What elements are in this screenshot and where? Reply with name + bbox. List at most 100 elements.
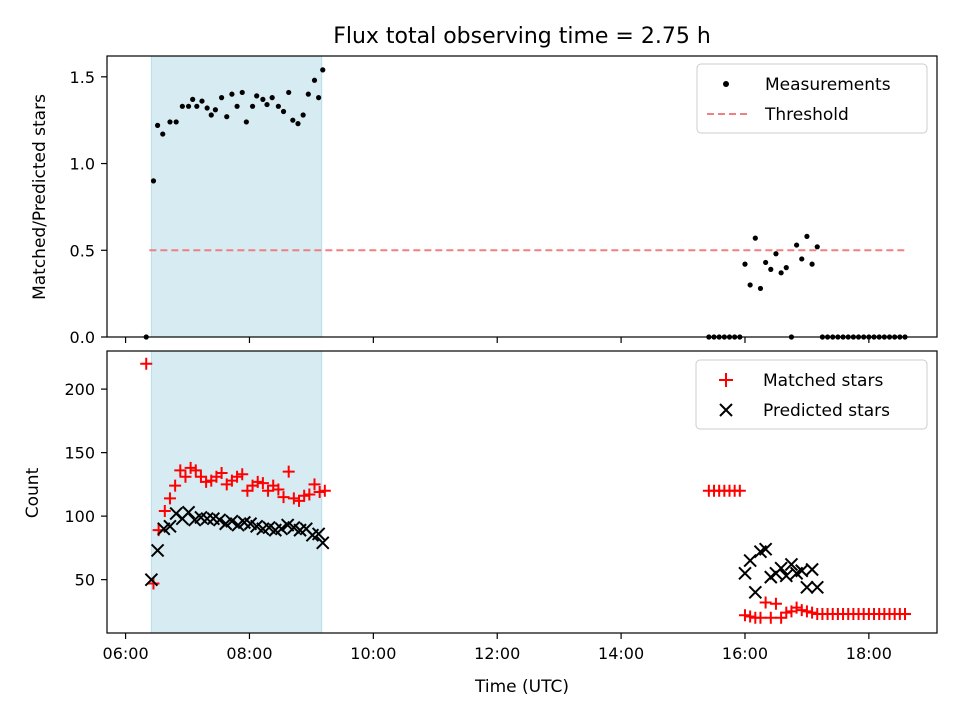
matched-star-point <box>738 609 751 622</box>
predicted-star-point <box>774 561 788 575</box>
measurement-point <box>295 121 301 127</box>
measurement-point <box>229 91 235 97</box>
matched-star-point <box>744 610 757 623</box>
x-tick-label: 18:00 <box>846 644 892 663</box>
matched-stars-legend-marker <box>719 373 733 387</box>
matched-star-point <box>303 488 316 501</box>
top-y-axis-label: Matched/Predicted stars <box>30 94 50 300</box>
measurement-point <box>234 103 240 109</box>
predicted-star-point <box>758 542 773 556</box>
measurement-point <box>320 67 326 73</box>
top-shade-region <box>150 55 323 338</box>
measurement-point <box>757 285 764 292</box>
measurement-point <box>778 270 784 276</box>
measurement-point <box>194 103 200 109</box>
bottom-legend-box <box>695 359 928 430</box>
predicted-star-point <box>805 562 819 577</box>
measurement-point <box>316 95 322 101</box>
matched-star-point <box>898 607 911 620</box>
predicted-star-point <box>212 513 227 527</box>
measurement-point <box>154 122 161 128</box>
matched-star-point <box>200 475 213 488</box>
measurement-point <box>254 93 260 99</box>
x-tick-label: 06:00 <box>103 644 149 663</box>
predicted-star-point <box>738 566 752 581</box>
matched-star-point <box>241 484 254 497</box>
bottom-y-axis-label: Count <box>23 467 43 518</box>
measurement-point <box>814 244 820 250</box>
measurement-point <box>768 266 774 272</box>
predicted-stars-legend-label: Predicted stars <box>763 401 890 421</box>
predicted-star-point <box>311 527 326 541</box>
matched-star-point <box>313 486 326 498</box>
threshold-legend-label: Threshold <box>764 105 849 125</box>
matched-star-point <box>780 606 793 619</box>
matched-star-point <box>174 464 187 477</box>
matched-star-point <box>215 466 228 479</box>
measurement-point <box>167 119 173 125</box>
x-tick-label: 08:00 <box>226 644 272 663</box>
measurement-point <box>224 114 230 120</box>
bottom-plot-frame <box>106 350 938 634</box>
y-tick-label: 0.0 <box>70 328 95 347</box>
predicted-star-point <box>743 553 757 568</box>
measurement-point <box>260 96 266 102</box>
measurement-point <box>204 105 210 111</box>
matched-star-point <box>163 492 176 505</box>
x-tick-label: 16:00 <box>722 644 768 663</box>
matched-star-point <box>277 491 290 504</box>
measurement-point <box>290 117 296 123</box>
matched-star-point <box>272 483 285 496</box>
predicted-stars-legend-marker <box>719 403 733 417</box>
predicted-star-point <box>200 511 214 526</box>
measurement-point <box>799 256 805 262</box>
y-tick-label: 200 <box>64 380 95 399</box>
y-tick-label: 50 <box>75 571 95 590</box>
measurement-point <box>311 77 318 83</box>
measurement-point <box>150 178 157 184</box>
matched-star-point <box>169 479 182 492</box>
matched-star-point <box>158 505 171 518</box>
matched-star-point <box>262 484 275 497</box>
measurement-point <box>305 91 311 97</box>
matched-star-point <box>308 478 321 491</box>
matched-star-point <box>179 470 192 483</box>
matched-star-point <box>189 464 202 477</box>
measurement-point <box>199 98 205 104</box>
matched-star-point <box>775 611 788 624</box>
predicted-star-point <box>316 536 330 550</box>
measurement-point <box>243 119 249 125</box>
measurement-point <box>773 251 779 257</box>
matched-star-point <box>800 605 813 618</box>
predicted-star-point <box>274 522 289 536</box>
bottom-panel: 50 100 150 200 06:00 08:00 10:00 12:00 14:00 16:… <box>23 350 938 697</box>
matched-star-point <box>140 357 153 370</box>
top-x-axis <box>124 337 870 343</box>
matched-star-point <box>251 475 264 488</box>
predicted-star-point <box>748 585 763 600</box>
matched-stars-legend-label: Matched stars <box>763 371 883 391</box>
matched-star-point <box>764 611 777 624</box>
x-tick-label: 14:00 <box>598 644 644 663</box>
predicted-star-point <box>150 543 165 558</box>
x-tick-label: 10:00 <box>350 644 396 663</box>
predicted-star-point <box>810 580 824 594</box>
measurement-point <box>742 261 748 267</box>
measurement-point <box>783 265 789 271</box>
y-tick-label: 1.0 <box>70 155 95 174</box>
top-panel: 0.0 0.5 1.0 1.5 Matched/Predicted stars Mea… <box>30 55 938 347</box>
measurement-point <box>212 107 218 113</box>
measurement-point <box>239 89 245 96</box>
measurement-point <box>160 131 166 137</box>
measurement-point <box>280 108 287 115</box>
matched-star-point <box>318 484 331 497</box>
top-legend-box <box>696 63 928 134</box>
matched-star-point <box>795 604 808 617</box>
measurement-point <box>300 112 306 118</box>
matched-star-point <box>236 468 249 481</box>
measurement-point <box>249 103 256 109</box>
matched-star-point <box>194 470 207 483</box>
bottom-legend: Matched stars Predicted stars <box>695 359 928 430</box>
measurement-point <box>794 242 800 248</box>
measurement-point <box>804 233 810 239</box>
